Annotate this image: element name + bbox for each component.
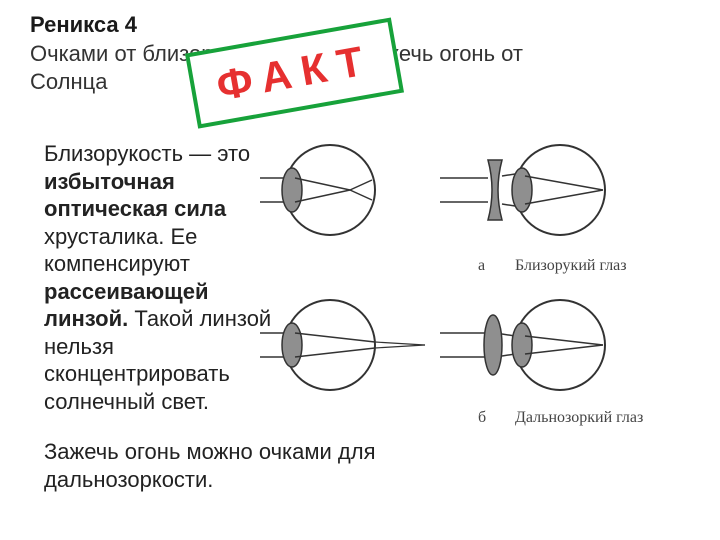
optics-diagram: а Близорукий глаз б Дальнозоркий глаз [260, 130, 700, 430]
row1-letter: а [478, 257, 485, 274]
p-bold-1: избыточная оптическая сила [44, 169, 226, 222]
p-text: Близорукость — это [44, 141, 250, 166]
footer-paragraph: Зажечь огонь можно очками для дальнозорк… [44, 438, 464, 493]
row2-letter: б [478, 409, 486, 426]
p-text: хрусталика. Ее компенсируют [44, 224, 197, 277]
page-title: Реникса 4 [30, 12, 530, 38]
body-paragraph: Близорукость — это избыточная оптическая… [44, 140, 274, 415]
row2-label: Дальнозоркий глаз [515, 409, 643, 426]
row1-label: Близорукий глаз [515, 257, 627, 274]
